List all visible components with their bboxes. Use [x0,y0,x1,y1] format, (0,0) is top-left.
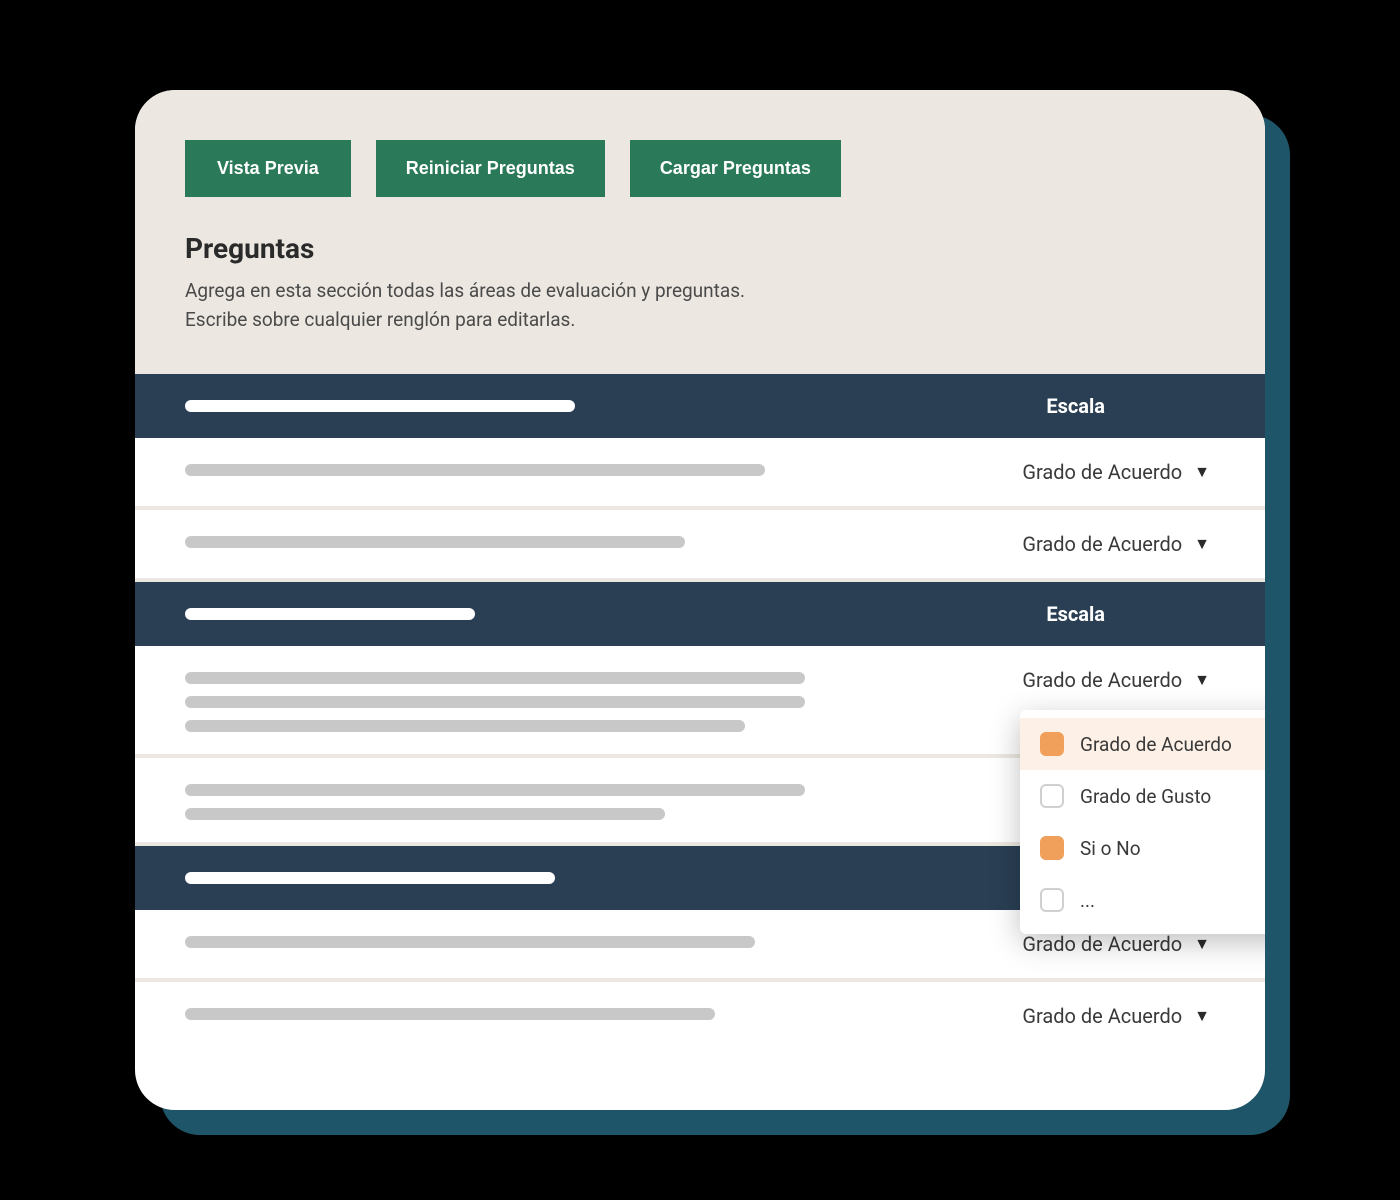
preview-button[interactable]: Vista Previa [185,140,351,197]
question-text-placeholder[interactable] [185,780,865,820]
question-text-placeholder[interactable] [185,1004,865,1020]
chevron-down-icon: ▼ [1194,1006,1210,1026]
chevron-down-icon: ▼ [1194,462,1210,482]
chevron-down-icon: ▼ [1194,670,1210,690]
option-label: Si o No [1080,837,1141,860]
question-text-placeholder[interactable] [185,668,865,732]
subtitle-line-2: Escribe sobre cualquier renglón para edi… [185,308,575,331]
checkbox-icon [1040,732,1064,756]
survey-builder-card: Vista Previa Reiniciar Preguntas Cargar … [135,90,1265,1110]
header-area: Vista Previa Reiniciar Preguntas Cargar … [135,90,1265,374]
section-title-placeholder[interactable] [185,872,555,884]
checkbox-icon [1040,784,1064,808]
scale-value: Grado de Acuerdo [1022,532,1182,556]
scale-value: Grado de Acuerdo [1022,932,1182,956]
scale-select[interactable]: Grado de Acuerdo ▼ [1022,668,1215,692]
scale-value: Grado de Acuerdo [1022,668,1182,692]
scale-dropdown[interactable]: Grado de Acuerdo Grado de Gusto Si o No … [1020,710,1265,934]
action-buttons: Vista Previa Reiniciar Preguntas Cargar … [185,140,1215,197]
chevron-down-icon: ▼ [1194,534,1210,554]
section-header[interactable]: Escala [135,582,1265,646]
scale-value: Grado de Acuerdo [1022,460,1182,484]
scale-select[interactable]: Grado de Acuerdo ▼ [1022,932,1215,956]
scale-value: Grado de Acuerdo [1022,1004,1182,1028]
scale-select[interactable]: Grado de Acuerdo ▼ [1022,1004,1215,1028]
question-row[interactable]: Grado de Acuerdo ▼ [135,510,1265,582]
page-title: Preguntas [185,232,1215,265]
scale-select[interactable]: Grado de Acuerdo ▼ [1022,460,1215,484]
option-label: Grado de Gusto [1080,785,1211,808]
question-text-placeholder[interactable] [185,532,865,548]
section-title-placeholder[interactable] [185,608,475,620]
section-title-placeholder[interactable] [185,400,575,412]
question-row[interactable]: Grado de Acuerdo ▼ [135,438,1265,510]
page-subtitle: Agrega en esta sección todas las áreas d… [185,277,1215,334]
load-questions-button[interactable]: Cargar Preguntas [630,140,841,197]
checkbox-icon [1040,888,1064,912]
scale-select[interactable]: Grado de Acuerdo ▼ [1022,532,1215,556]
question-row[interactable]: Grado de Acuerdo ▼ [135,982,1265,1050]
scale-column-header: Escala [1046,602,1215,626]
option-label: ... [1080,889,1095,912]
question-text-placeholder[interactable] [185,932,865,948]
reset-questions-button[interactable]: Reiniciar Preguntas [376,140,605,197]
dropdown-option[interactable]: Grado de Gusto [1020,770,1265,822]
subtitle-line-1: Agrega en esta sección todas las áreas d… [185,279,745,302]
section-header[interactable]: Escala [135,374,1265,438]
dropdown-option[interactable]: Si o No [1020,822,1265,874]
dropdown-option[interactable]: ... [1020,874,1265,926]
question-text-placeholder[interactable] [185,460,865,476]
chevron-down-icon: ▼ [1194,934,1210,954]
option-label: Grado de Acuerdo [1080,733,1232,756]
dropdown-option[interactable]: Grado de Acuerdo [1020,718,1265,770]
checkbox-icon [1040,836,1064,860]
scale-column-header: Escala [1046,394,1215,418]
